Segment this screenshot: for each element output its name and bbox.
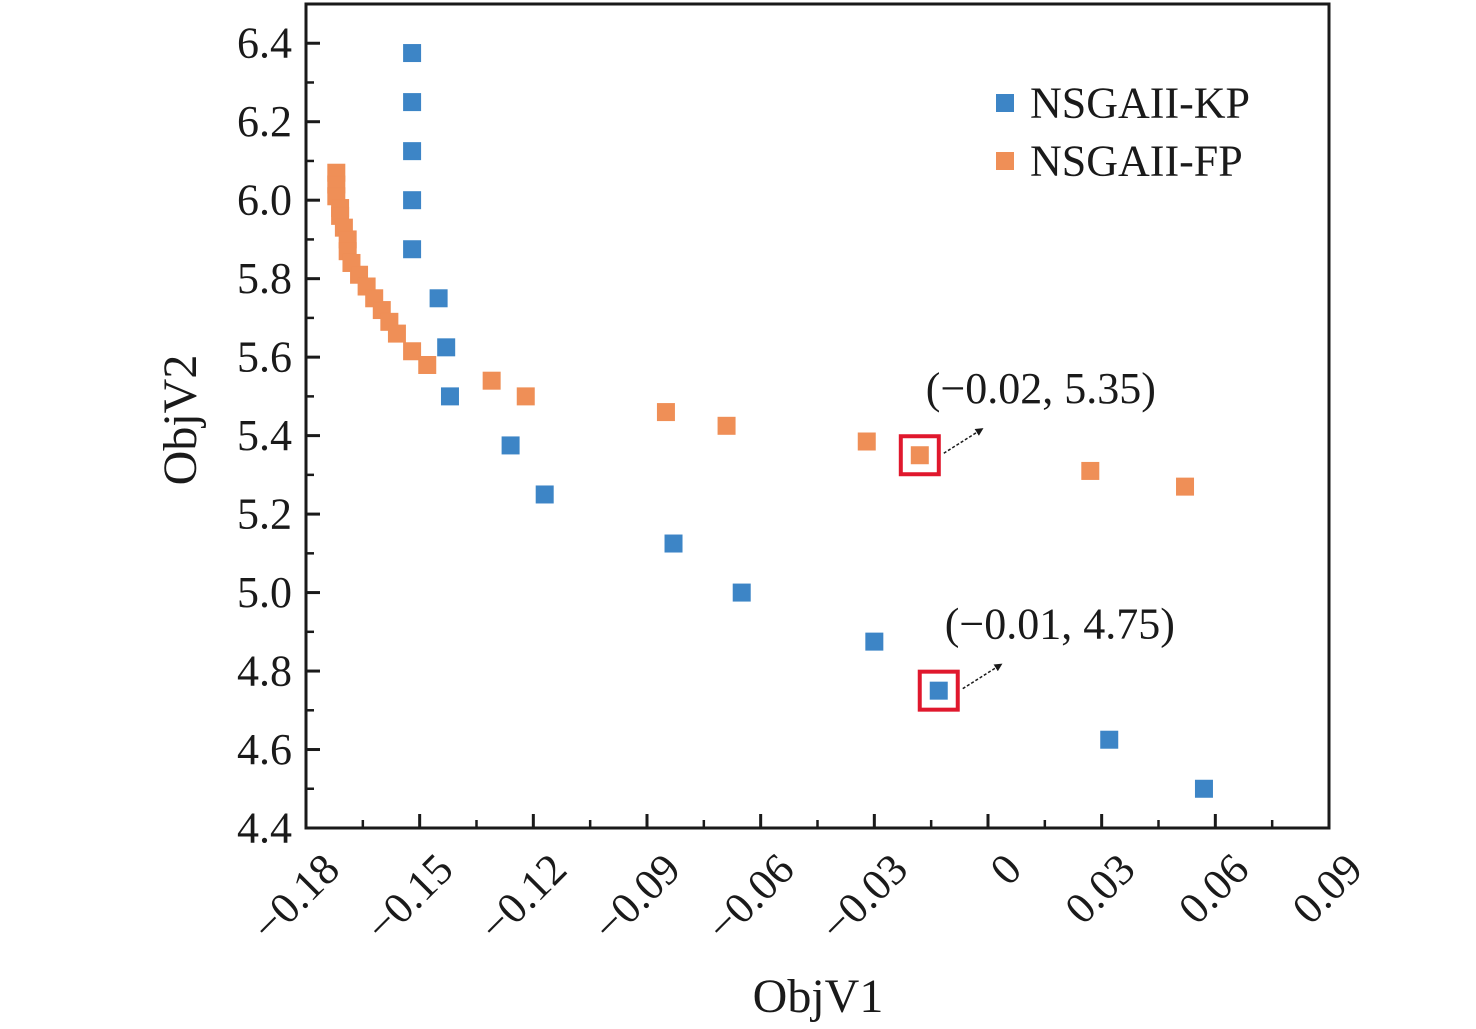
y-tick-label: 5.2 bbox=[237, 490, 292, 539]
data-point bbox=[403, 240, 422, 259]
legend-swatch bbox=[996, 152, 1014, 170]
y-tick-label: 4.8 bbox=[237, 647, 292, 696]
data-point bbox=[516, 387, 535, 406]
x-tick-label: −0.09 bbox=[583, 844, 690, 951]
data-point bbox=[403, 191, 422, 210]
data-point bbox=[664, 534, 683, 553]
annotation-arrow bbox=[962, 663, 1003, 690]
data-point bbox=[440, 387, 459, 406]
data-point bbox=[418, 355, 437, 374]
x-tick-label: −0.15 bbox=[356, 844, 463, 951]
y-tick-label: 4.6 bbox=[237, 725, 292, 774]
data-point bbox=[387, 324, 406, 343]
data-point bbox=[865, 632, 884, 651]
data-point bbox=[437, 338, 456, 357]
x-tick-label: −0.18 bbox=[242, 844, 349, 951]
annotation-label: (−0.02, 5.35) bbox=[926, 364, 1156, 413]
data-point bbox=[1194, 779, 1213, 798]
x-tick-label: −0.03 bbox=[811, 844, 918, 951]
data-point bbox=[1081, 461, 1100, 480]
annotation-arrow bbox=[943, 428, 984, 454]
x-axis-ticks: −0.18 −0.15 −0.12 −0.09 −0.06 −0.03 0 0.03 0.06 0… bbox=[242, 814, 1372, 951]
y-tick-label: 6.0 bbox=[237, 176, 292, 225]
series-nsgaii-kp bbox=[403, 44, 1213, 798]
data-point bbox=[1176, 477, 1195, 496]
highlight-box bbox=[898, 434, 941, 477]
y-axis-ticks: 4.4 4.6 4.8 5.0 5.2 5.4 5.6 5.8 6.0 6.2 6.4 bbox=[237, 19, 320, 853]
x-tick-label: −0.06 bbox=[697, 844, 804, 951]
data-point bbox=[403, 93, 422, 112]
data-point bbox=[929, 681, 948, 700]
legend-label: NSGAII-KP bbox=[1030, 79, 1250, 128]
data-point bbox=[1100, 730, 1119, 749]
x-tick-label: 0.09 bbox=[1283, 844, 1372, 933]
y-tick-label: 4.4 bbox=[237, 804, 292, 853]
data-point bbox=[403, 342, 422, 361]
y-tick-label: 5.6 bbox=[237, 333, 292, 382]
y-tick-label: 6.4 bbox=[237, 19, 292, 68]
x-tick-label: −0.12 bbox=[470, 844, 577, 951]
plot-frame bbox=[304, 2, 1331, 830]
y-axis-title: ObjV2 bbox=[154, 355, 207, 486]
data-point bbox=[482, 371, 501, 390]
data-point bbox=[429, 289, 448, 308]
legend: NSGAII-KP NSGAII-FP bbox=[996, 79, 1250, 186]
y-tick-label: 5.0 bbox=[237, 568, 292, 617]
annotations: (−0.02, 5.35) (−0.01, 4.75) bbox=[898, 364, 1175, 712]
data-point bbox=[732, 583, 751, 602]
y-tick-label: 5.4 bbox=[237, 411, 292, 460]
data-point bbox=[717, 416, 736, 435]
data-point bbox=[501, 436, 520, 455]
data-point bbox=[857, 432, 876, 451]
legend-label: NSGAII-FP bbox=[1030, 137, 1243, 186]
annotation-label: (−0.01, 4.75) bbox=[945, 600, 1175, 649]
data-points bbox=[327, 44, 1213, 798]
data-point bbox=[403, 44, 422, 63]
x-axis-title: ObjV1 bbox=[753, 970, 884, 1023]
data-point bbox=[535, 485, 554, 504]
data-point bbox=[403, 142, 422, 161]
y-tick-label: 6.2 bbox=[237, 97, 292, 146]
data-point bbox=[656, 403, 675, 422]
series-nsgaii-fp bbox=[327, 163, 1195, 496]
plot-area bbox=[304, 2, 1331, 830]
highlight-box bbox=[917, 669, 960, 712]
y-tick-label: 5.8 bbox=[237, 254, 292, 303]
x-tick-label: 0 bbox=[981, 844, 1031, 894]
x-tick-label: 0.03 bbox=[1055, 844, 1144, 933]
legend-swatch bbox=[996, 94, 1014, 112]
data-point bbox=[910, 446, 929, 465]
x-tick-label: 0.06 bbox=[1169, 844, 1258, 933]
